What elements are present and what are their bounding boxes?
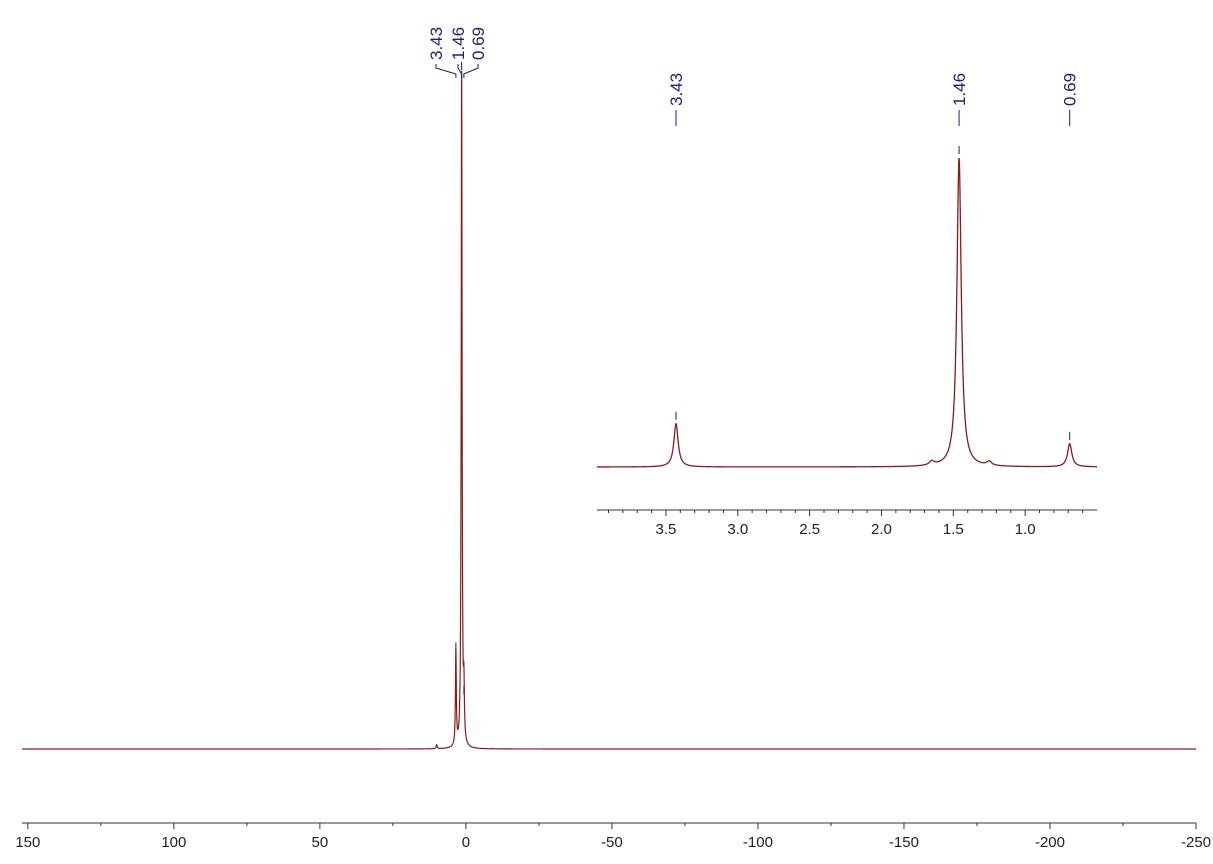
inset-x-tick-label: 1.5 — [943, 521, 964, 538]
main-x-tick-label: 50 — [312, 834, 329, 851]
main-x-tick-label: -100 — [743, 834, 773, 851]
main-peak-label: 1.46 — [449, 27, 468, 60]
inset-peak-label: 3.43 — [667, 73, 686, 106]
main-peak-leader — [435, 64, 457, 78]
inset-x-tick-label: 2.0 — [871, 521, 892, 538]
main-x-tick-label: -50 — [601, 834, 623, 851]
inset-x-tick-label: 3.5 — [656, 521, 677, 538]
inset-x-tick-label: 3.0 — [727, 521, 748, 538]
main-x-tick-label: 0 — [462, 834, 470, 851]
inset-peak-label: 0.69 — [1061, 73, 1080, 106]
main-peak-label: 0.69 — [469, 27, 488, 60]
main-peak-leader — [463, 64, 479, 78]
main-x-tick-label: -150 — [889, 834, 919, 851]
inset-x-tick-label: 2.5 — [799, 521, 820, 538]
main-peak-label: 3.43 — [427, 27, 446, 60]
inset-peak-label: 1.46 — [950, 73, 969, 106]
main-x-tick-label: 150 — [15, 834, 40, 851]
inset-x-tick-label: 1.0 — [1015, 521, 1036, 538]
inset-spectrum-panel: 3.43 1.46 0.69 3.5 3.0 2.5 2.0 1.5 1.0 — [597, 73, 1097, 538]
main-peak-leader — [457, 64, 463, 78]
inset-spectrum-line — [597, 157, 1097, 468]
main-x-tick-label: -250 — [1181, 834, 1211, 851]
main-x-tick-label: -200 — [1035, 834, 1065, 851]
main-spectrum-line — [22, 70, 1196, 750]
main-x-tick-label: 100 — [161, 834, 186, 851]
